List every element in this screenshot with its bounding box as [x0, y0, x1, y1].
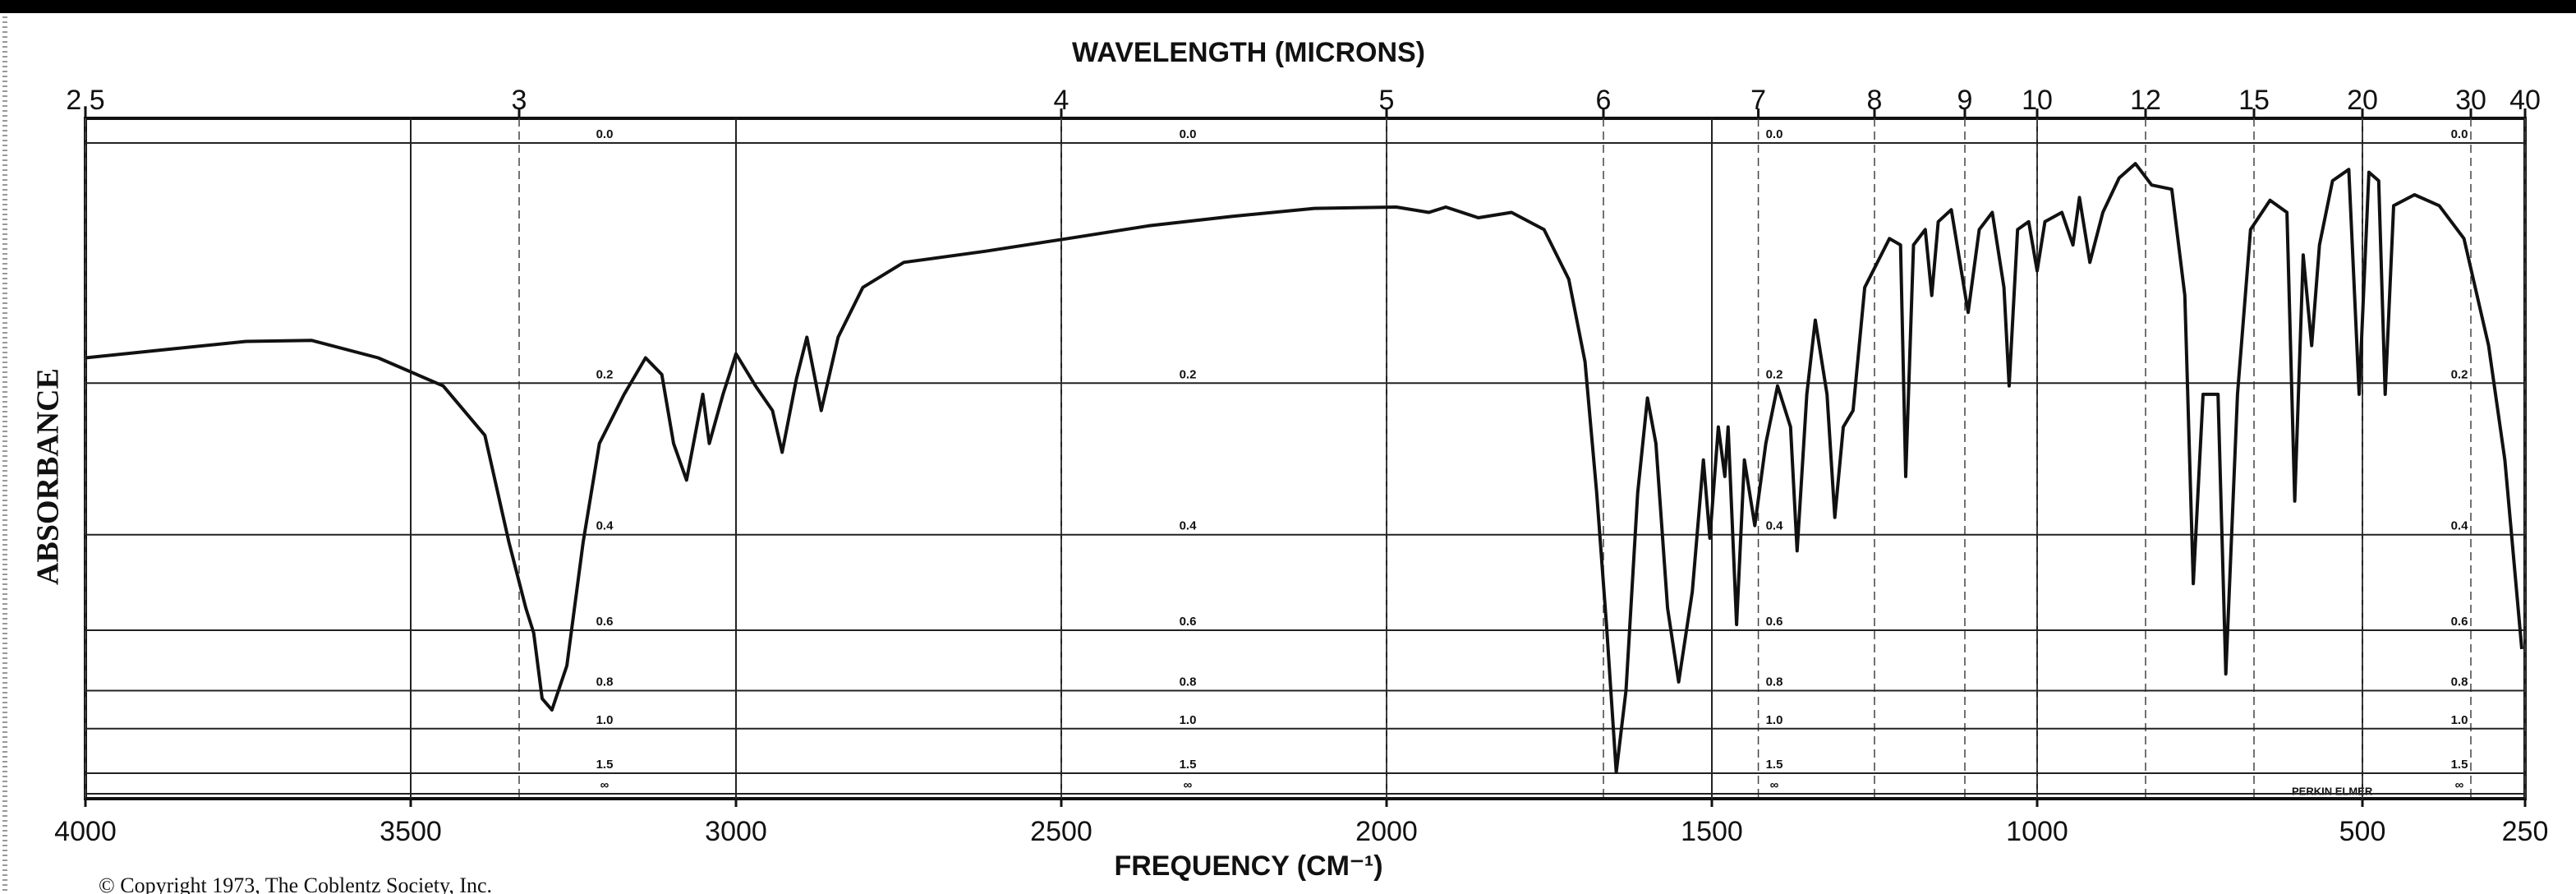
x-tick-label: 500 [2339, 816, 2386, 847]
y-tick-label: 0.0 [1766, 127, 1783, 141]
y-tick-label: 1.0 [596, 713, 614, 727]
y-tick-label: 0.0 [1180, 127, 1197, 141]
x2-tick-label: 12 [2130, 85, 2161, 116]
x-tick-label: 3000 [705, 816, 767, 847]
y-tick-label: 0.6 [1180, 615, 1197, 629]
y-tick-label: 0.6 [1766, 615, 1783, 629]
y-tick-label: 1.5 [2451, 758, 2468, 772]
y-tick-label: 0.4 [1766, 519, 1784, 533]
x2-tick-label: 2.5 [66, 85, 104, 116]
x-tick-label: 4000 [54, 816, 117, 847]
y-tick-label: 1.0 [2451, 713, 2468, 727]
y-tick-label: 0.6 [2451, 615, 2468, 629]
spectrum-line [85, 162, 2523, 774]
x2-axis-title: WAVELENGTH (MICRONS) [1072, 37, 1425, 68]
y-tick-label: 0.8 [2451, 675, 2468, 689]
y-tick-label: ∞ [1770, 778, 1779, 792]
top-bar [0, 0, 2576, 13]
x-tick-label: 3500 [380, 816, 442, 847]
y-tick-label: 0.8 [1766, 675, 1783, 689]
y-tick-label: 0.6 [596, 615, 614, 629]
x-tick-label: 2500 [1030, 816, 1092, 847]
y-tick-label: ∞ [2455, 778, 2464, 792]
x2-tick-label: 5 [1379, 85, 1395, 116]
y-tick-label: 0.4 [2451, 519, 2469, 533]
y-tick-label: 1.0 [1180, 713, 1197, 727]
y-tick-label: 0.4 [1180, 519, 1198, 533]
x2-tick-label: 7 [1750, 85, 1766, 116]
x2-tick-label: 3 [512, 85, 527, 116]
x2-tick-label: 15 [2238, 85, 2270, 116]
y-tick-label: 0.2 [1180, 367, 1197, 381]
y-tick-label: 0.8 [596, 675, 614, 689]
y-tick-label: ∞ [600, 778, 610, 792]
x2-tick-label: 8 [1867, 85, 1883, 116]
y-tick-label: 0.2 [1766, 367, 1783, 381]
x2-tick-label: 40 [2509, 85, 2541, 116]
y-tick-label: 1.5 [1766, 758, 1783, 772]
x-tick-label: 1500 [1681, 816, 1743, 847]
x2-tick-label: 30 [2455, 85, 2486, 116]
x2-tick-label: 6 [1596, 85, 1612, 116]
y-tick-label: 1.0 [1766, 713, 1783, 727]
x2-tick-label: 4 [1054, 85, 1070, 116]
copyright: © Copyright 1973, The Coblentz Society, … [99, 873, 492, 894]
x-tick-label: 2000 [1355, 816, 1418, 847]
y-tick-label: 0.4 [596, 519, 614, 533]
y-tick-label: 0.0 [2451, 127, 2468, 141]
y-tick-label: 1.5 [596, 758, 614, 772]
y-tick-label: 0.2 [2451, 367, 2468, 381]
x2-tick-label: 20 [2347, 85, 2378, 116]
x2-tick-label: 10 [2022, 85, 2053, 116]
y-tick-label: 0.0 [596, 127, 614, 141]
x2-tick-label: 9 [1957, 85, 1973, 116]
y-tick-label: ∞ [1184, 778, 1193, 792]
x-tick-label: 250 [2502, 816, 2549, 847]
brand: PERKIN ELMER [2292, 785, 2373, 797]
y-tick-label: 0.8 [1180, 675, 1197, 689]
y-axis-title: ABSORBANCE [31, 368, 66, 585]
y-tick-label: 0.2 [596, 367, 614, 381]
x-axis-title: FREQUENCY (CM⁻¹) [1114, 850, 1382, 882]
y-tick-label: 1.5 [1180, 758, 1197, 772]
x-tick-label: 1000 [2006, 816, 2068, 847]
